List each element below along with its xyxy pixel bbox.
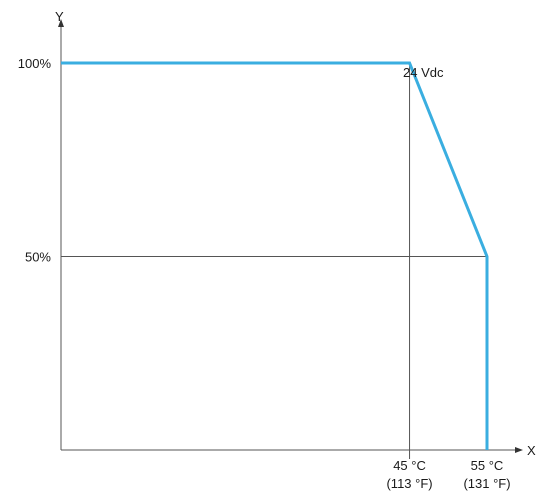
y-axis-label: Y: [55, 9, 64, 24]
series-label-24vdc: 24 Vdc: [403, 65, 444, 80]
x-tick-label-45: 45 °C: [393, 458, 426, 473]
x-tick-label-55: 55 °C: [471, 458, 504, 473]
y-tick-label-100: 100%: [18, 56, 52, 71]
x-tick-sublabel-45: (113 °F): [386, 476, 432, 491]
x-axis-arrow-icon: [515, 447, 523, 453]
x-axis-label: X: [527, 443, 536, 458]
y-tick-label-50: 50%: [25, 250, 51, 265]
y-axis-arrow-icon: [58, 19, 64, 27]
x-tick-sublabel-55: (131 °F): [463, 476, 510, 491]
series-line-24vdc: [61, 61, 489, 450]
